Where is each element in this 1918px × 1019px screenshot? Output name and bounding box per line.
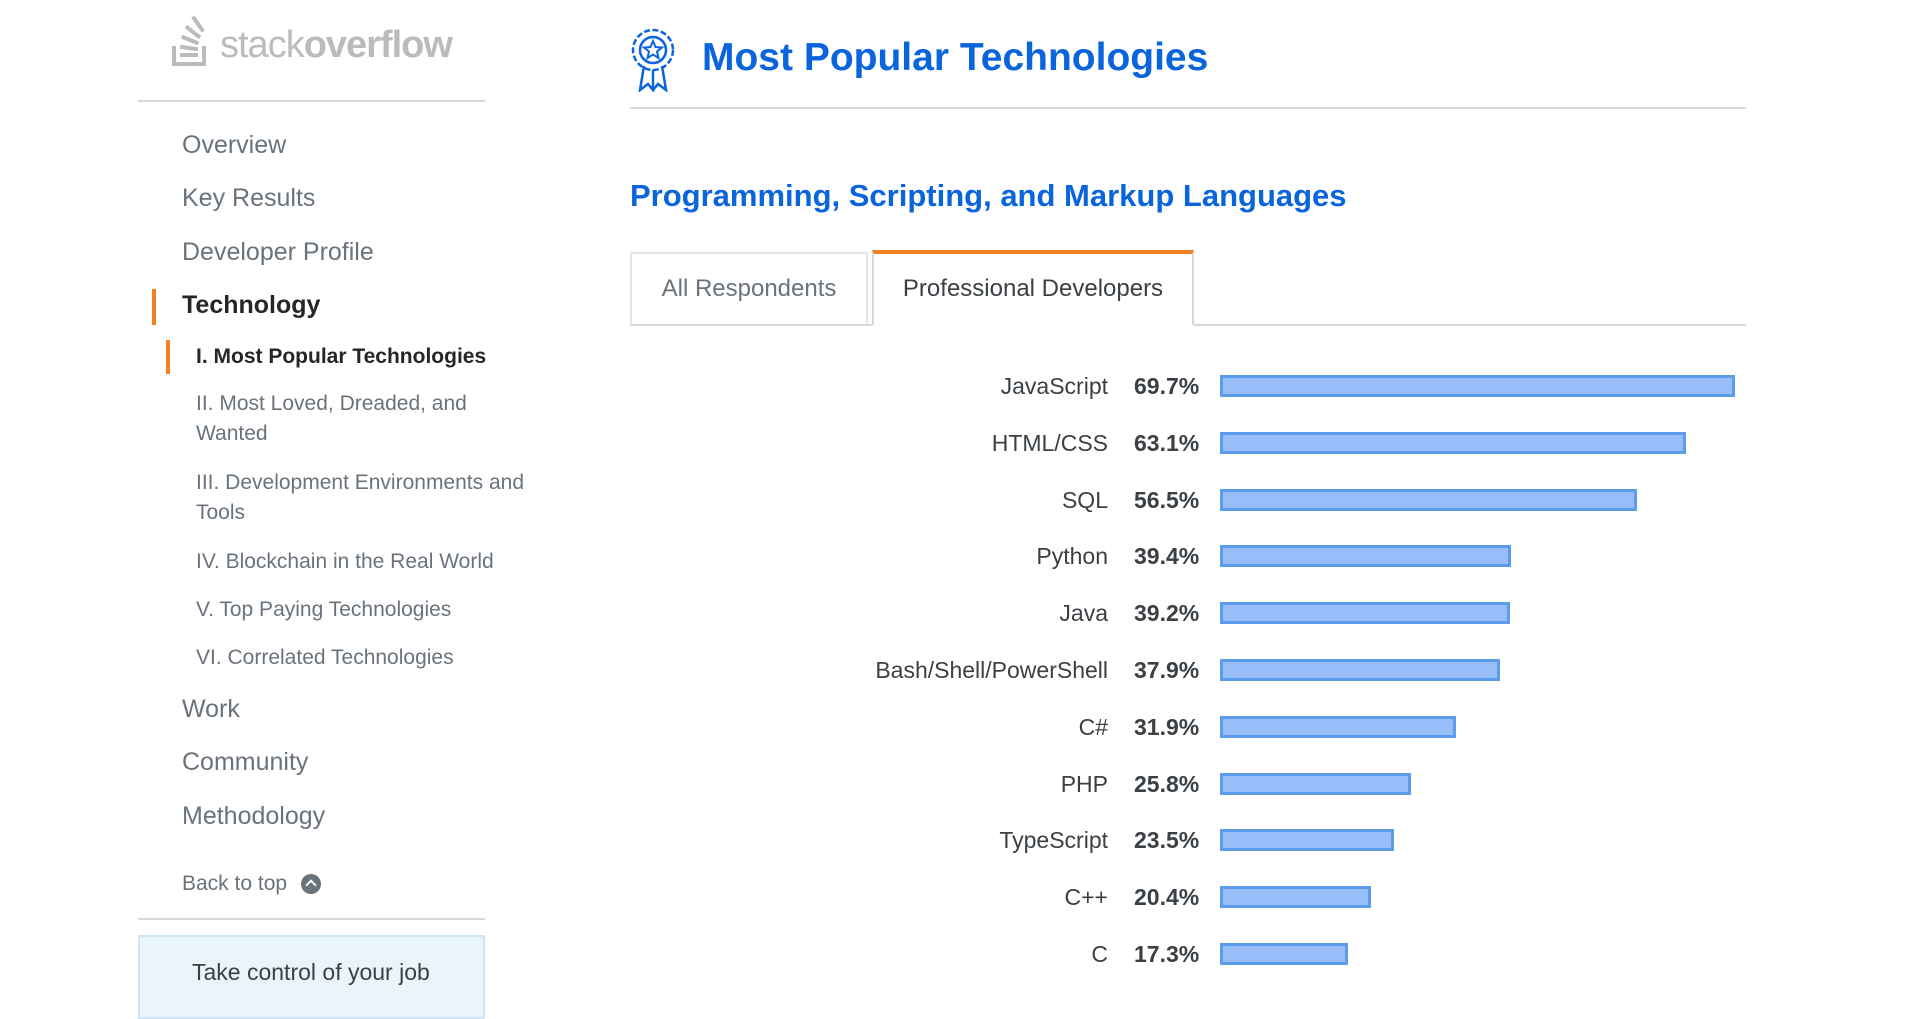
sidebar-item-technology[interactable]: Technology	[182, 291, 321, 319]
bar-value-label: 63.1%	[1134, 429, 1200, 456]
bar-value-label: 39.2%	[1134, 600, 1200, 627]
stackoverflow-logo-icon	[172, 16, 206, 66]
bar-label: C	[1091, 941, 1108, 967]
bar-value-label: 20.4%	[1134, 884, 1200, 911]
bar-label: Java	[1059, 600, 1108, 627]
stackoverflow-logo[interactable]: stackoverflow	[170, 16, 453, 68]
bar-value-label: 23.5%	[1134, 827, 1200, 854]
back-to-top-label: Back to top	[182, 872, 288, 895]
subnav-item-most-loved[interactable]: II. Most Loved, Dreaded, and Wanted	[196, 392, 467, 445]
bar-value-label: 37.9%	[1134, 657, 1200, 683]
bar-value-label: 39.4%	[1134, 543, 1200, 570]
bar-label: HTML/CSS	[991, 429, 1108, 456]
bar[interactable]	[1220, 659, 1500, 681]
sidebar-divider-bottom	[138, 918, 485, 920]
bar-value-label: 17.3%	[1134, 941, 1200, 967]
sidebar-item-methodology[interactable]: Methodology	[182, 802, 326, 830]
bar[interactable]	[1220, 545, 1511, 568]
promo-text: Take control of your job	[192, 959, 430, 985]
active-nav-marker	[152, 289, 156, 325]
bar[interactable]	[1220, 375, 1735, 397]
bar-label: Python	[1036, 543, 1108, 570]
bar[interactable]	[1220, 431, 1686, 454]
sidebar-item-key-results[interactable]: Key Results	[182, 184, 316, 212]
bar-value-label: 25.8%	[1134, 770, 1200, 797]
bar-label: C++	[1064, 884, 1108, 911]
section-title: Programming, Scripting, and Markup Langu…	[630, 178, 1347, 213]
subnav-item-blockchain[interactable]: IV. Blockchain in the Real World	[196, 550, 494, 573]
bar-label: TypeScript	[999, 827, 1108, 854]
bar-label: C#	[1078, 713, 1108, 740]
sidebar-item-developer-profile[interactable]: Developer Profile	[182, 238, 374, 266]
page-title: Most Popular Technologies	[702, 36, 1209, 79]
bar-label: PHP	[1060, 770, 1108, 797]
tab-professional-developers[interactable]: Professional Developers	[872, 250, 1194, 326]
bar[interactable]	[1220, 715, 1456, 738]
chevron-up-circle-icon	[301, 874, 322, 894]
subnav-item-correlated[interactable]: VI. Correlated Technologies	[196, 646, 454, 669]
subnav-item-top-paying[interactable]: V. Top Paying Technologies	[196, 598, 452, 621]
logo-text: stackoverflow	[220, 24, 453, 66]
bar-value-label: 56.5%	[1134, 486, 1200, 513]
promo-box[interactable]: Take control of your job	[138, 935, 485, 1019]
bar-value-label: 69.7%	[1134, 373, 1200, 399]
tab-all-respondents[interactable]: All Respondents	[630, 252, 868, 324]
subnav-item-dev-environments[interactable]: III. Development Environments and Tools	[196, 471, 525, 524]
sidebar-item-work[interactable]: Work	[182, 695, 240, 723]
bar-label: Bash/Shell/PowerShell	[875, 657, 1108, 683]
award-ribbon-icon	[631, 28, 675, 92]
bar-value-label: 31.9%	[1134, 713, 1200, 740]
bar[interactable]	[1220, 829, 1394, 852]
back-to-top-link[interactable]: Back to top	[182, 872, 322, 896]
bar-label: JavaScript	[1000, 373, 1108, 399]
bar[interactable]	[1220, 943, 1348, 965]
bar[interactable]	[1220, 886, 1371, 909]
sidebar-divider-top	[138, 100, 485, 102]
active-subnav-marker	[166, 340, 170, 374]
bar[interactable]	[1220, 488, 1637, 511]
bar[interactable]	[1220, 772, 1411, 795]
sidebar-item-overview[interactable]: Overview	[182, 131, 287, 159]
title-divider	[630, 107, 1746, 109]
bar[interactable]	[1220, 602, 1510, 625]
bar-label: SQL	[1061, 486, 1108, 513]
subnav-item-most-popular[interactable]: I. Most Popular Technologies	[196, 345, 487, 368]
sidebar-item-community[interactable]: Community	[182, 748, 309, 776]
